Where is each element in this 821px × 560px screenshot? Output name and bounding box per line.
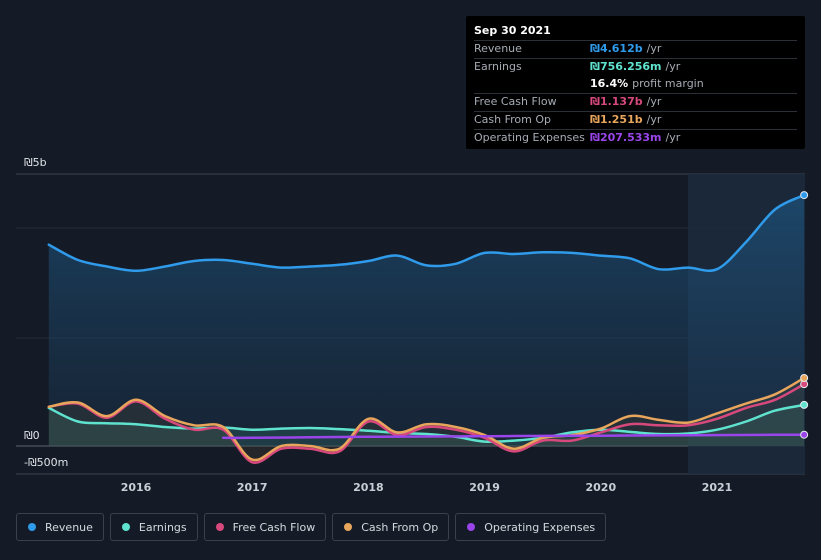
revenue-line xyxy=(47,193,806,273)
tooltip-row-label: Free Cash Flow xyxy=(474,95,557,108)
tooltip-panel: Sep 30 2021 Revenue ₪4.612b/yr Earnings ₪75… xyxy=(466,16,805,149)
y-tick-label-top: ₪5b xyxy=(24,156,47,169)
tooltip-row-label: Revenue xyxy=(474,42,522,55)
legend-item-revenue[interactable]: Revenue xyxy=(16,513,104,541)
revenue-area xyxy=(48,195,805,446)
tooltip-row-value: ₪756.256m xyxy=(590,60,662,73)
operating-expenses-line xyxy=(221,433,806,440)
tooltip-row-unit: /yr xyxy=(665,131,681,144)
earnings-line xyxy=(47,403,806,444)
legend-label: Earnings xyxy=(138,520,187,534)
tooltip-row-unit: /yr xyxy=(665,60,681,73)
earnings-end-point xyxy=(800,400,809,409)
legend-dot-icon xyxy=(121,523,130,531)
operating-expenses-end-point xyxy=(800,430,809,439)
tooltip-row-label xyxy=(474,76,590,92)
tooltip-row-unit: /yr xyxy=(646,113,662,126)
cash-from-op-area xyxy=(48,377,805,461)
x-tick-label: 2019 xyxy=(469,481,500,494)
free-cash-flow-line xyxy=(47,382,806,464)
revenue-end-point xyxy=(800,191,809,200)
legend-dot-icon xyxy=(215,523,224,531)
chart-legend: Revenue Earnings Free Cash Flow Cash From O… xyxy=(16,513,612,541)
legend-label: Cash From Op xyxy=(361,520,439,534)
legend-label: Operating Expenses xyxy=(484,520,596,534)
tooltip-row-value: 16.4% xyxy=(590,77,629,90)
legend-item-operating-expenses[interactable]: Operating Expenses xyxy=(455,513,607,541)
tooltip-row-value: ₪4.612b xyxy=(590,42,643,55)
tooltip-row-unit: /yr xyxy=(646,95,662,108)
legend-dot-icon xyxy=(344,523,353,531)
x-tick-label: 2020 xyxy=(585,481,617,494)
legend-label: Revenue xyxy=(45,520,93,534)
tooltip-row-value: ₪1.251b xyxy=(590,113,643,126)
legend-item-free-cash-flow[interactable]: Free Cash Flow xyxy=(203,513,327,541)
tooltip-row: Earnings ₪756.256m/yr xyxy=(474,58,797,75)
tooltip-row-unit: profit margin xyxy=(632,77,704,90)
x-tick-label: 2018 xyxy=(353,481,384,494)
tooltip-row-value: ₪207.533m xyxy=(590,131,662,144)
legend-item-cash-from-op[interactable]: Cash From Op xyxy=(332,513,450,541)
legend-label: Free Cash Flow xyxy=(232,520,316,534)
tooltip-row-unit: /yr xyxy=(646,42,662,55)
cash-from-op-end-point xyxy=(800,373,809,382)
tooltip-row-label: Cash From Op xyxy=(474,113,552,126)
x-tick-label: 2016 xyxy=(120,481,152,494)
tooltip-row: Revenue ₪4.612b/yr xyxy=(474,40,797,57)
y-tick-label-zero: ₪0 xyxy=(24,429,40,442)
x-tick-label: 2017 xyxy=(236,481,268,494)
tooltip-row-label: Operating Expenses xyxy=(474,131,585,144)
legend-dot-icon xyxy=(467,523,476,531)
legend-item-earnings[interactable]: Earnings xyxy=(109,513,198,541)
legend-dot-icon xyxy=(28,523,36,531)
tooltip-row-value: ₪1.137b xyxy=(590,95,643,108)
tooltip-row: 16.4% profit margin xyxy=(474,76,797,92)
cash-from-op-line xyxy=(47,376,806,462)
tooltip-row: Operating Expenses ₪207.533m/yr xyxy=(474,129,797,146)
y-tick-label-bottom: -₪500m xyxy=(24,456,69,469)
tooltip-row-label: Earnings xyxy=(474,60,522,73)
tooltip-date: Sep 30 2021 xyxy=(474,24,551,37)
tooltip-row: Free Cash Flow ₪1.137b/yr xyxy=(474,93,797,110)
tooltip-row: Cash From Op ₪1.251b/yr xyxy=(474,111,797,128)
x-tick-label: 2021 xyxy=(701,481,733,494)
